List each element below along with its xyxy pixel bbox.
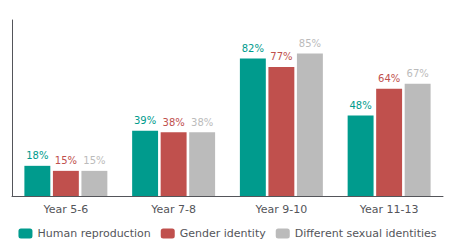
svg-text:Year 9-10: Year 9-10 [254,203,307,216]
svg-text:Year 5-6: Year 5-6 [42,203,88,216]
svg-text:Human reproduction: Human reproduction [37,227,150,240]
svg-text:48%: 48% [349,100,371,111]
svg-text:39%: 39% [134,115,156,126]
svg-text:Different sexual identities: Different sexual identities [295,227,437,240]
svg-text:67%: 67% [407,68,429,79]
svg-text:64%: 64% [378,73,400,84]
svg-text:15%: 15% [83,155,105,166]
svg-text:Gender identity: Gender identity [180,227,266,240]
svg-text:38%: 38% [191,117,213,128]
svg-text:Year 7-8: Year 7-8 [150,203,196,216]
svg-text:Year 11-13: Year 11-13 [359,203,419,216]
svg-text:15%: 15% [55,155,77,166]
svg-text:38%: 38% [163,117,185,128]
svg-text:85%: 85% [299,38,321,49]
svg-text:77%: 77% [270,51,292,62]
svg-text:82%: 82% [242,43,264,54]
svg-text:18%: 18% [26,150,48,161]
